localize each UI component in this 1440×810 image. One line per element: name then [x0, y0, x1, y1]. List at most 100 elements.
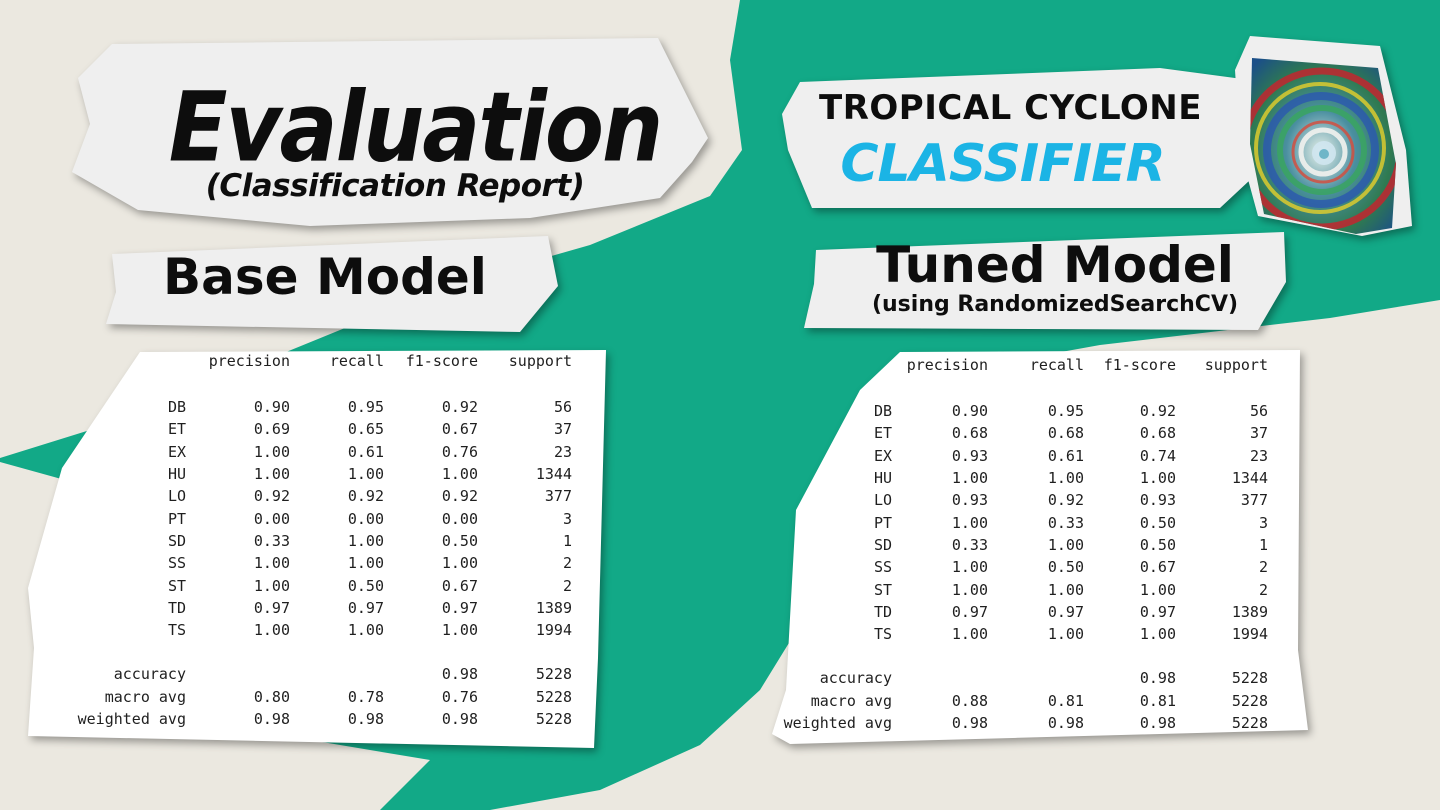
metric-cell	[186, 663, 290, 685]
metric-cell: 0.98	[441, 665, 478, 684]
class-label: PT	[873, 513, 892, 532]
metric-cell: 1.00	[1047, 625, 1084, 644]
metric-cell: 0.97	[253, 598, 290, 617]
metric-cell: 1344	[1231, 469, 1268, 488]
table-row: LO 0.92 0.92 0.92 377	[44, 485, 572, 507]
class-label: DB	[167, 398, 186, 417]
table-row: DB 0.90 0.95 0.92 56	[776, 400, 1268, 422]
metric-cell: 1.00	[1047, 469, 1084, 488]
metric-cell: 0.80	[253, 687, 290, 706]
metric-cell: 0.92	[253, 487, 290, 506]
table-row: SS 1.00 1.00 1.00 2	[44, 552, 572, 574]
metric-cell: 1.00	[1139, 469, 1176, 488]
metric-cell: 0.67	[1139, 558, 1176, 577]
metric-cell: 0.69	[253, 420, 290, 439]
column-header	[44, 350, 186, 396]
class-label: LO	[873, 491, 892, 510]
metric-cell: 0.50	[1047, 558, 1084, 577]
metric-cell: 1.00	[441, 465, 478, 484]
metric-cell: 0.81	[1047, 691, 1084, 710]
class-label: weighted avg	[783, 714, 892, 732]
metric-cell: 5228	[1231, 714, 1268, 732]
class-label: ST	[873, 580, 892, 599]
table-row: DB 0.90 0.95 0.92 56	[44, 396, 572, 418]
metric-cell: 0.68	[1047, 424, 1084, 443]
class-label: weighted avg	[77, 710, 186, 728]
metric-cell: 0.88	[951, 691, 988, 710]
metric-cell: 1	[562, 531, 572, 550]
column-header: support	[508, 352, 572, 370]
metric-cell: 0.93	[951, 446, 988, 465]
metric-cell: 23	[1249, 446, 1268, 465]
metric-cell: 0.98	[1139, 669, 1176, 688]
metric-cell: 0.93	[1139, 491, 1176, 510]
metric-cell: 37	[553, 420, 572, 439]
column-header	[776, 354, 892, 400]
metric-cell: 0.00	[253, 509, 290, 528]
class-label: ET	[873, 424, 892, 443]
table-row: EX 1.00 0.61 0.76 23	[44, 441, 572, 463]
summary-row: weighted avg 0.98 0.98 0.98 5228	[44, 708, 572, 730]
metric-cell: 0.68	[951, 424, 988, 443]
base-report-card: precision recall f1-score support DB 0.90…	[24, 348, 606, 748]
metric-cell: 0.33	[1047, 513, 1084, 532]
class-label: SS	[167, 554, 186, 573]
table-row: ET 0.69 0.65 0.67 37	[44, 418, 572, 440]
metric-cell: 0.97	[347, 598, 384, 617]
metric-cell: 0.97	[951, 602, 988, 621]
summary-row: accuracy 0.98 5228	[776, 667, 1268, 689]
brand-paper	[782, 68, 1250, 208]
class-label: PT	[167, 509, 186, 528]
metric-cell: 3	[1258, 513, 1268, 532]
table-row: ET 0.68 0.68 0.68 37	[776, 422, 1268, 444]
brand-banner: TROPICAL CYCLONE CLASSIFIER	[780, 30, 1420, 240]
metric-cell: 1994	[1231, 625, 1268, 644]
metric-cell: 0.95	[1047, 402, 1084, 421]
column-header: support	[1204, 356, 1268, 374]
summary-row: accuracy 0.98 5228	[44, 663, 572, 685]
table-row: TS 1.00 1.00 1.00 1994	[44, 619, 572, 641]
column-header: f1-score	[405, 352, 478, 370]
class-label: ET	[167, 420, 186, 439]
tuned-model-title: Tuned Model	[876, 236, 1234, 294]
metric-cell	[290, 663, 384, 685]
metric-cell: 1.00	[951, 513, 988, 532]
base-title-paper	[106, 236, 558, 332]
metric-cell: 0.97	[441, 598, 478, 617]
metric-cell: 0.76	[441, 442, 478, 461]
metric-cell: 1389	[1231, 602, 1268, 621]
tuned-title-paper	[804, 232, 1286, 330]
class-label: SD	[873, 535, 892, 554]
metric-cell: 1.00	[253, 554, 290, 573]
brand-line2: CLASSIFIER	[840, 134, 1165, 194]
base-model-banner: Base Model	[100, 234, 570, 334]
metric-cell: 0.61	[1047, 446, 1084, 465]
class-label: HU	[167, 465, 186, 484]
class-label: TS	[873, 625, 892, 644]
metric-cell: 0.65	[347, 420, 384, 439]
metric-cell: 0.78	[347, 687, 384, 706]
metric-cell: 0.76	[441, 687, 478, 706]
metric-cell: 1.00	[951, 558, 988, 577]
class-label: accuracy	[819, 669, 892, 688]
metric-cell: 2	[1258, 558, 1268, 577]
metric-cell: 0.98	[1047, 714, 1084, 732]
metric-cell: 1.00	[1139, 580, 1176, 599]
metric-cell: 0.97	[1139, 602, 1176, 621]
page-title: Evaluation	[168, 72, 663, 184]
metric-cell: 0.98	[951, 714, 988, 732]
column-header: precision	[906, 356, 988, 374]
class-label: TD	[873, 602, 892, 621]
metric-cell: 0.97	[1047, 602, 1084, 621]
column-header: recall	[329, 352, 384, 370]
metric-cell: 1.00	[253, 621, 290, 640]
row-spacer	[776, 645, 1268, 667]
spacer-cell	[44, 641, 572, 663]
metric-cell: 1344	[535, 465, 572, 484]
metric-cell: 2	[1258, 580, 1268, 599]
metric-cell: 0.67	[441, 576, 478, 595]
column-header: recall	[1029, 356, 1084, 374]
metric-cell: 0.92	[1139, 402, 1176, 421]
metric-cell: 1.00	[253, 442, 290, 461]
base-model-title: Base Model	[163, 248, 487, 306]
